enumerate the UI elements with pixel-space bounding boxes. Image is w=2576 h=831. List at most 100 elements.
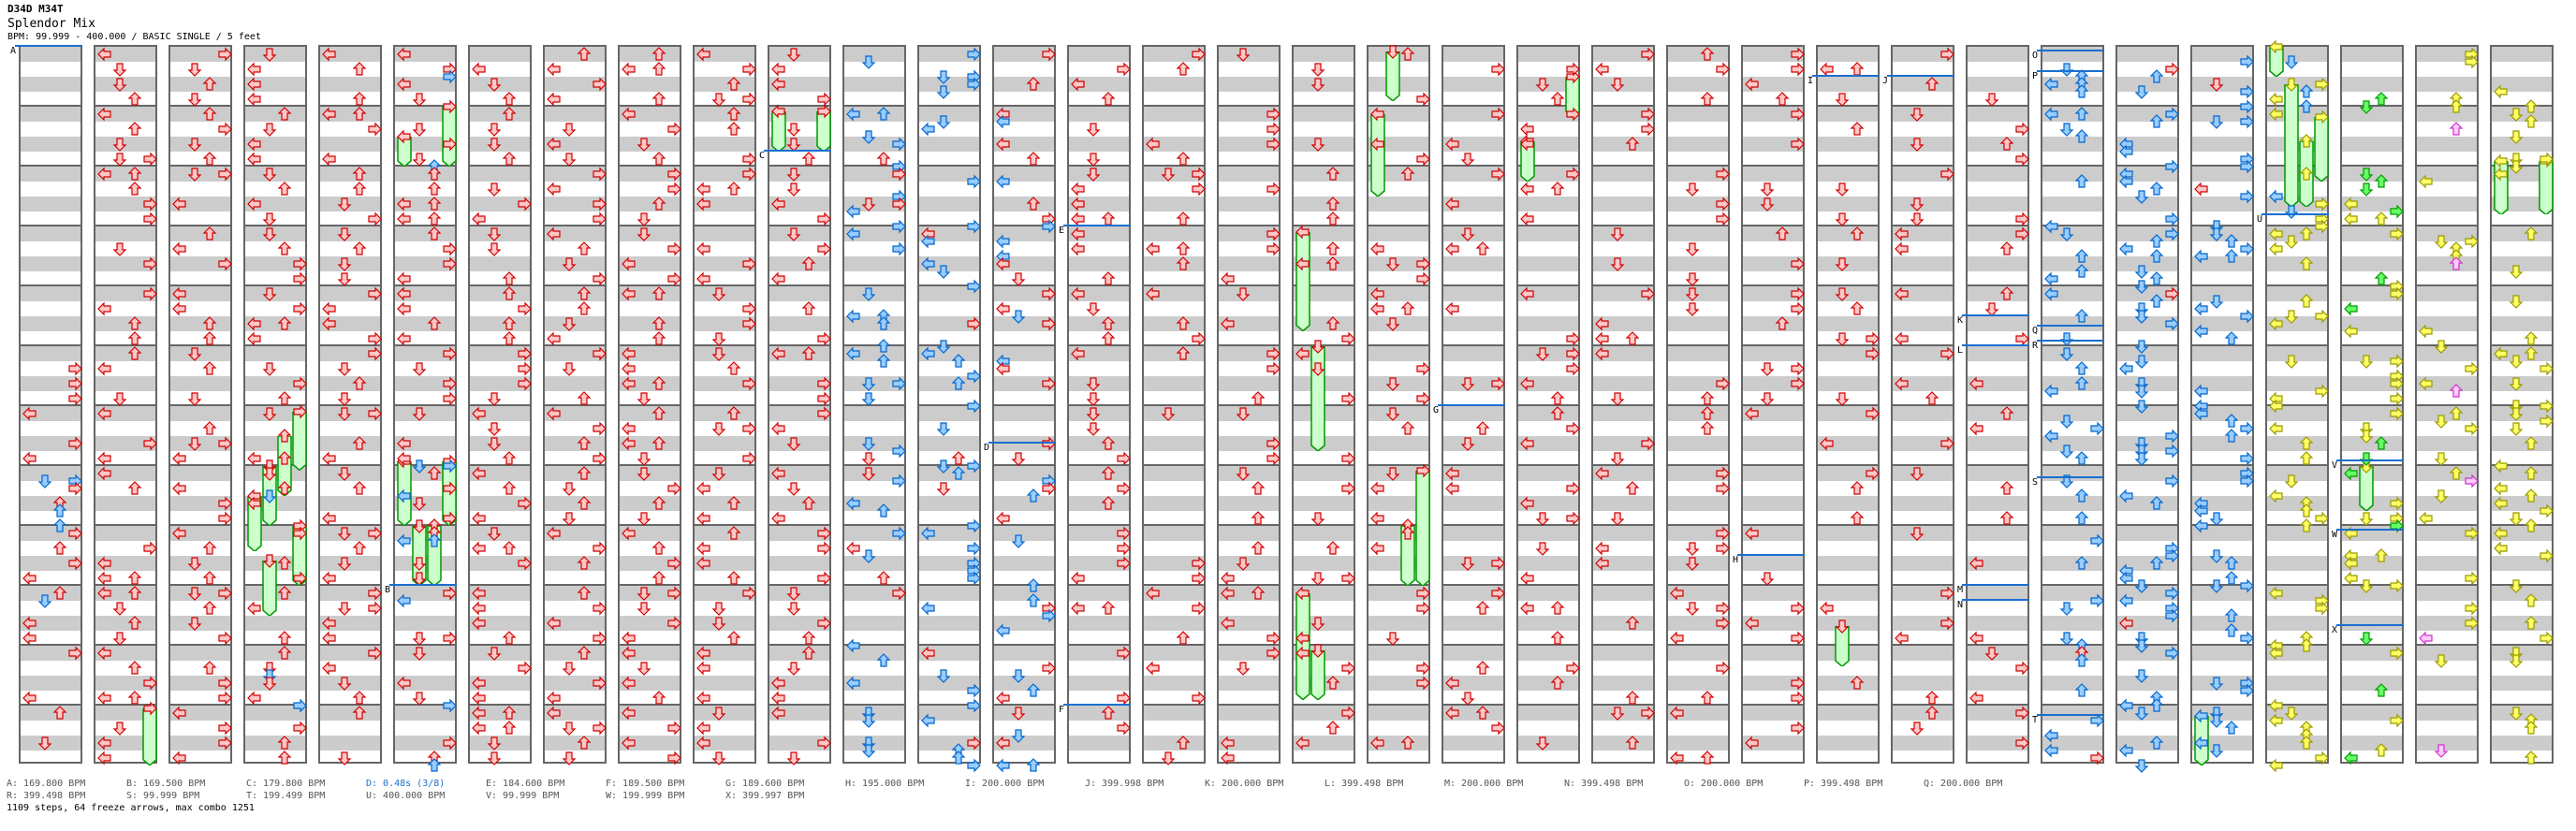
arrow-right-icon: [517, 301, 532, 316]
arrow-left-icon: [696, 197, 711, 211]
arrow-left-icon: [397, 451, 412, 466]
measure-line: [170, 464, 230, 466]
arrow-right-icon: [2389, 406, 2404, 421]
arrow-left-icon: [397, 271, 412, 286]
bpm-change-marker: W: [2332, 529, 2338, 540]
bpm-legend-entry: I: 200.000 BPM: [965, 779, 1045, 789]
arrow-left-icon: [1895, 241, 1910, 256]
arrow-right-icon: [1116, 691, 1131, 706]
arrow-right-icon: [2539, 548, 2554, 563]
arrow-down-icon: [1610, 451, 1625, 466]
arrow-left-icon: [322, 107, 337, 122]
arrow-down-icon: [2134, 758, 2149, 773]
arrow-left-icon: [172, 751, 187, 765]
measure-line: [21, 225, 80, 226]
arrow-right-icon: [217, 511, 232, 526]
arrow-right-icon: [1865, 466, 1880, 481]
arrow-down-icon: [187, 556, 202, 571]
arrow-left-icon: [97, 646, 112, 661]
arrow-up-icon: [801, 152, 816, 167]
arrow-down-icon: [786, 751, 801, 765]
artist-name: D34D M34T: [7, 3, 64, 15]
arrow-left-icon: [1445, 466, 1460, 481]
measure-line: [1593, 524, 1653, 526]
arrow-left-icon: [1445, 676, 1460, 691]
arrow-left-icon: [2344, 324, 2359, 339]
arrow-up-icon: [2299, 436, 2314, 451]
bpm-legend-entry: W: 199.999 BPM: [606, 791, 685, 801]
arrow-down-icon: [1385, 316, 1400, 331]
arrow-left-icon: [622, 736, 637, 751]
arrow-up-icon: [2449, 406, 2464, 421]
arrow-right-icon: [966, 279, 981, 294]
arrow-right-icon: [67, 376, 82, 391]
arrow-left-icon: [397, 488, 412, 503]
arrow-left-icon: [1071, 182, 1086, 197]
arrow-right-icon: [1865, 331, 1880, 346]
bpm-change-marker: C: [759, 151, 766, 161]
arrow-left-icon: [1221, 616, 1236, 631]
arrow-left-icon: [1445, 706, 1460, 721]
measure-line: [545, 584, 605, 586]
arrow-left-icon: [322, 631, 337, 646]
arrow-down-icon: [861, 743, 876, 758]
bpm-change-line: [1737, 554, 1805, 556]
arrow-left-icon: [1221, 586, 1236, 601]
arrow-right-icon: [1939, 436, 1954, 451]
arrow-left-icon: [22, 631, 37, 646]
measure-line: [1443, 165, 1503, 167]
arrow-down-icon: [711, 331, 726, 346]
measure-line: [2342, 464, 2402, 466]
arrow-left-icon: [22, 571, 37, 586]
bpm-change-line: [2037, 340, 2104, 343]
freeze-arrow: [1295, 231, 1310, 332]
measure-line: [2192, 704, 2252, 706]
measure-line: [1219, 704, 1279, 706]
arrow-up-icon: [202, 331, 217, 346]
arrow-left-icon: [921, 601, 936, 616]
measure-line: [1893, 225, 1953, 226]
arrow-left-icon: [2269, 488, 2284, 503]
bpm-legend-entry: P: 399.498 BPM: [1804, 779, 1883, 789]
measure-line: [21, 524, 80, 526]
arrow-down-icon: [1310, 361, 1325, 376]
arrow-down-icon: [711, 751, 726, 765]
arrow-right-icon: [1790, 376, 1805, 391]
arrow-up-icon: [2299, 503, 2314, 518]
arrow-up-icon: [651, 286, 666, 301]
measure-line: [1219, 524, 1279, 526]
arrow-down-icon: [637, 661, 651, 676]
arrow-down-icon: [337, 361, 352, 376]
arrow-down-icon: [637, 226, 651, 241]
arrow-right-icon: [1565, 481, 1580, 496]
arrow-down-icon: [337, 526, 352, 541]
arrow-right-icon: [292, 721, 307, 736]
arrow-left-icon: [1595, 346, 1610, 361]
arrow-up-icon: [2149, 294, 2164, 309]
measure-line: [1518, 165, 1578, 167]
arrow-right-icon: [966, 518, 981, 533]
arrow-right-icon: [1939, 586, 1954, 601]
arrow-right-icon: [1191, 556, 1206, 571]
measure-line: [1144, 284, 1204, 286]
measure-line: [545, 704, 605, 706]
arrow-right-icon: [292, 526, 307, 541]
measure-line: [844, 165, 904, 167]
measure-line: [1743, 704, 1803, 706]
arrow-down-icon: [2059, 62, 2074, 77]
measure-line: [395, 284, 455, 286]
measure-line: [2417, 704, 2477, 706]
measure-line: [769, 284, 829, 286]
arrow-left-icon: [397, 593, 412, 608]
arrow-right-icon: [2464, 361, 2479, 376]
measure-line: [1069, 584, 1129, 586]
arrow-left-icon: [696, 646, 711, 661]
arrow-up-icon: [2299, 294, 2314, 309]
arrow-right-icon: [367, 601, 382, 616]
arrow-left-icon: [472, 511, 487, 526]
measure-line: [545, 644, 605, 646]
measure-line: [470, 704, 530, 706]
measure-line: [470, 404, 530, 406]
arrow-right-icon: [666, 616, 681, 631]
arrow-down-icon: [262, 122, 277, 137]
